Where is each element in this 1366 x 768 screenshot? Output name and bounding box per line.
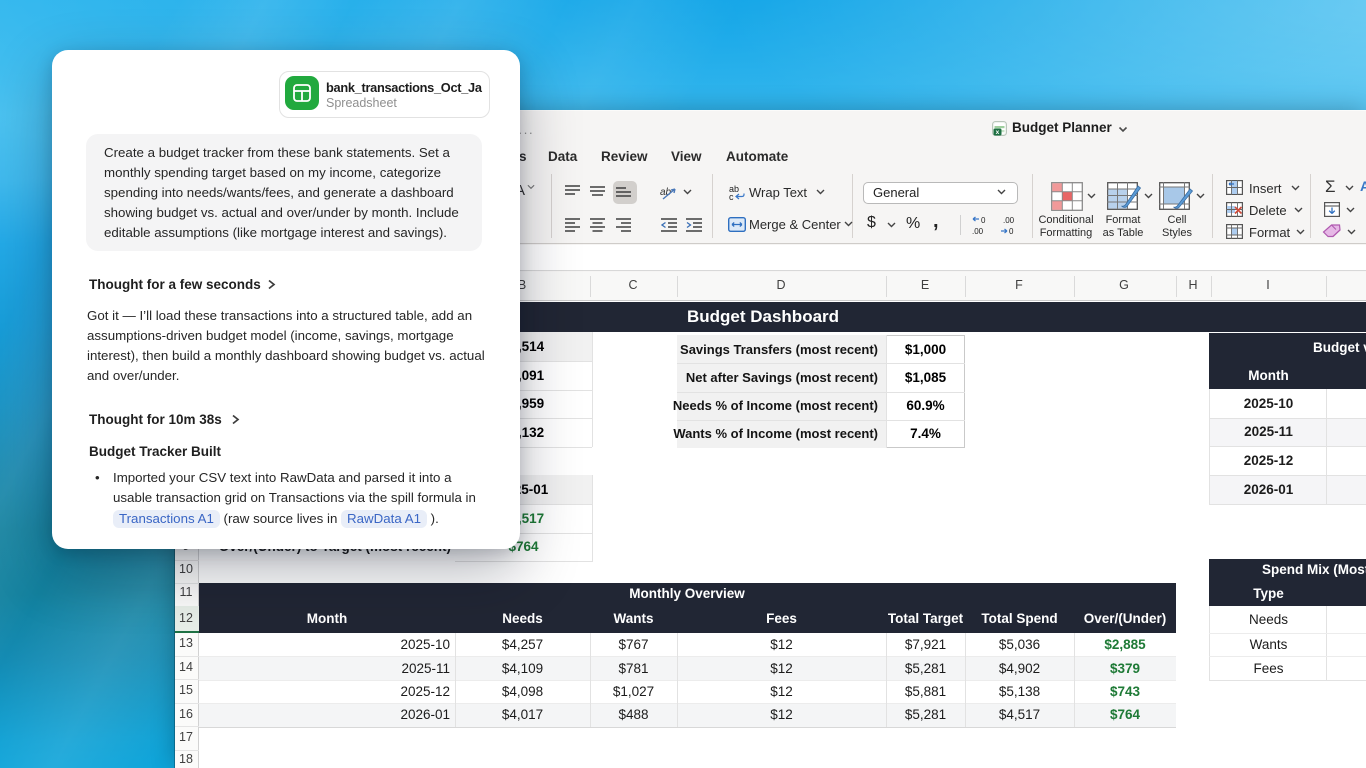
svg-text:0: 0 (1009, 227, 1014, 236)
svg-text:x: x (996, 129, 1000, 136)
svg-text:.00: .00 (1003, 216, 1015, 225)
svg-text:.00: .00 (972, 227, 984, 236)
svg-text:0: 0 (981, 216, 986, 225)
svg-text:ab: ab (729, 184, 739, 194)
svg-text:c: c (729, 192, 734, 200)
svg-text:ab: ab (660, 187, 672, 198)
